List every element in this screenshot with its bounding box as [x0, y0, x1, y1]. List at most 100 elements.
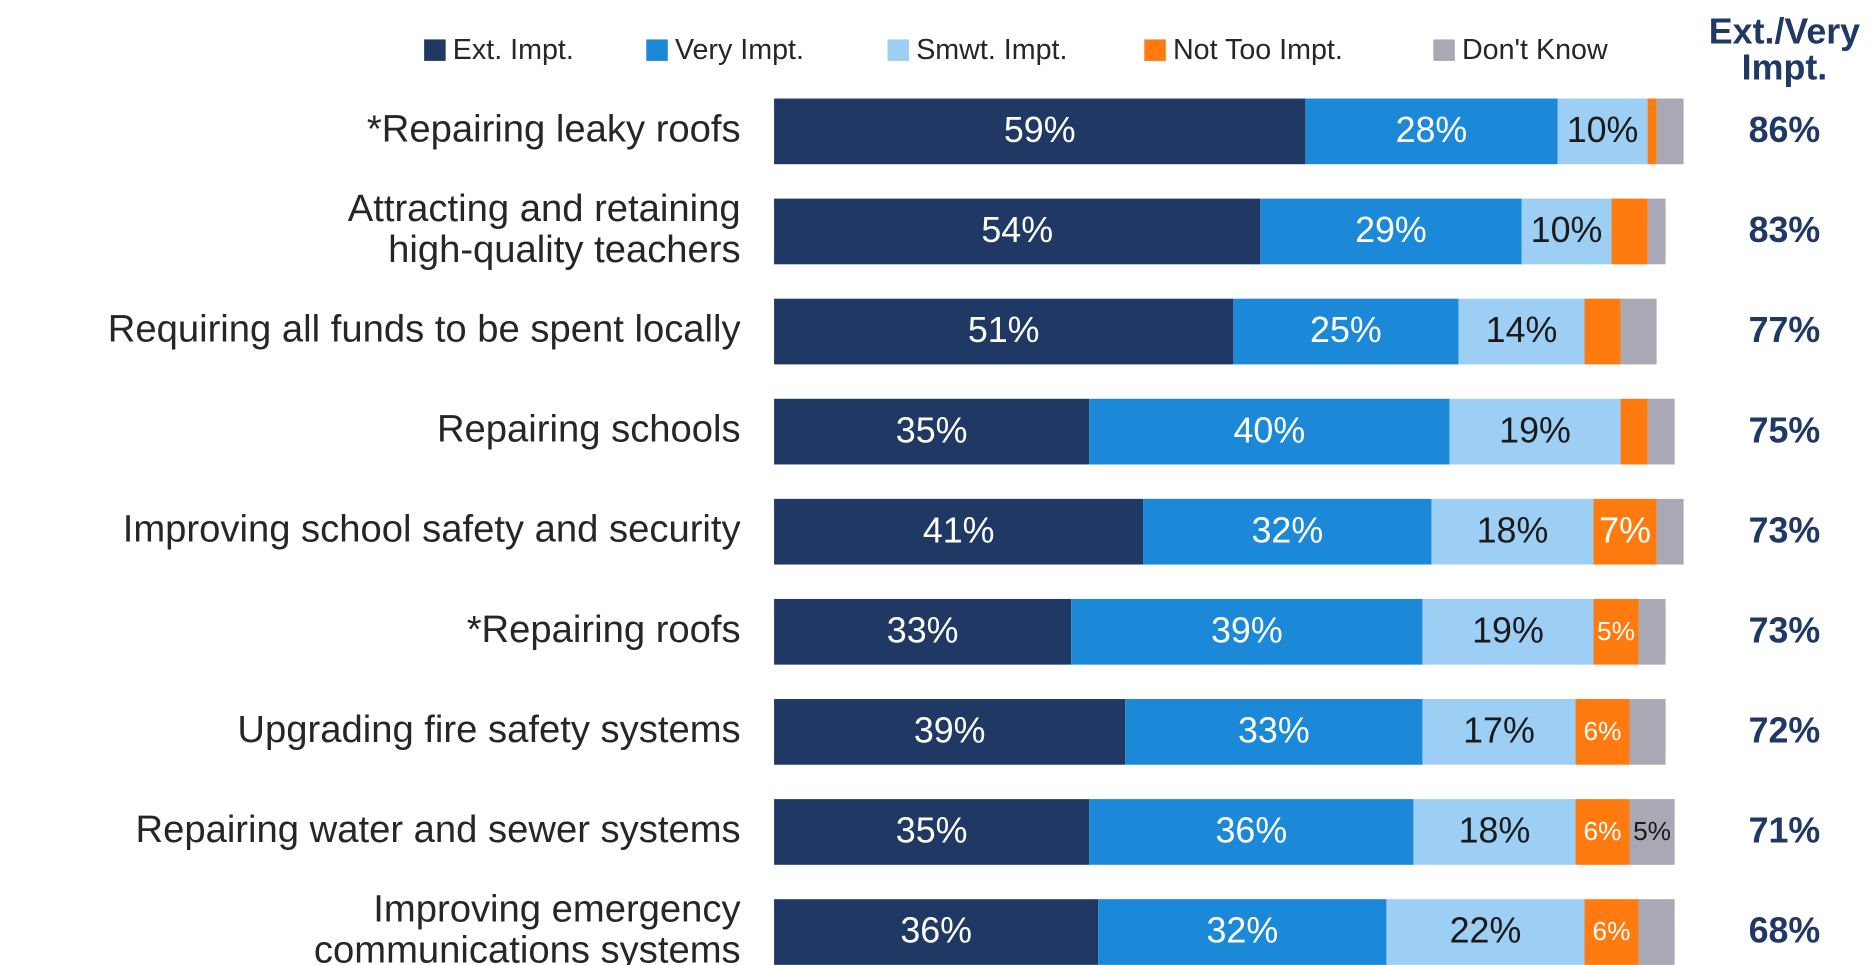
value-label: 33% — [1238, 711, 1310, 751]
bar-segment — [1143, 498, 1432, 565]
bar-segment — [774, 899, 1099, 965]
category-label: *Repairing roofs — [467, 608, 741, 651]
value-label: 35% — [896, 410, 968, 450]
bar-segment — [1656, 498, 1684, 565]
legend-swatch — [424, 39, 446, 61]
bar-segment — [1656, 98, 1684, 165]
category-label: Attracting and retaining high-quality tea… — [348, 187, 741, 271]
total-label: 71% — [1749, 811, 1821, 851]
value-label: 10% — [1567, 110, 1639, 150]
bar-segment — [774, 598, 1072, 665]
bar-segment — [1125, 699, 1423, 765]
bar-segment — [1413, 799, 1576, 865]
value-label: 5% — [1633, 816, 1671, 846]
category-label: Upgrading fire safety systems — [237, 708, 740, 751]
value-label: 36% — [900, 911, 972, 951]
bar-segment — [1611, 198, 1648, 265]
bar-segment — [1593, 598, 1639, 665]
bar-segment — [774, 98, 1306, 165]
bar-segment — [1593, 498, 1657, 565]
value-label: 54% — [981, 210, 1053, 250]
bar-segment — [1647, 98, 1657, 165]
legend-label: Ext. Impt. — [453, 34, 574, 66]
total-label: 72% — [1749, 711, 1821, 751]
bar-segment — [774, 398, 1090, 465]
value-label: 14% — [1486, 310, 1558, 350]
legend-label: Smwt. Impt. — [916, 34, 1067, 66]
legend-swatch — [1144, 39, 1166, 61]
legend-label: Don't Know — [1462, 34, 1608, 66]
bar-segment — [1305, 98, 1558, 165]
value-label: 29% — [1355, 210, 1427, 250]
value-label: 19% — [1472, 610, 1544, 650]
value-label: 6% — [1593, 916, 1631, 946]
value-label: 10% — [1531, 210, 1603, 250]
bar-segment — [1584, 298, 1621, 365]
value-label: 6% — [1584, 716, 1622, 746]
value-label: 28% — [1396, 110, 1468, 150]
total-label: 68% — [1749, 911, 1821, 951]
value-label: 25% — [1310, 310, 1382, 350]
bar-segment — [1260, 198, 1522, 265]
bar-segment — [1458, 298, 1585, 365]
category-label: Repairing water and sewer systems — [135, 808, 740, 851]
value-label: 36% — [1215, 811, 1287, 851]
value-label: 32% — [1206, 911, 1278, 951]
bar-segment — [774, 298, 1234, 365]
total-label: 83% — [1749, 210, 1821, 250]
value-label: 5% — [1597, 616, 1635, 646]
category-label: *Repairing leaky roofs — [367, 107, 741, 150]
bar-segment — [1233, 298, 1459, 365]
legend-swatch — [1433, 39, 1455, 61]
bar-segment — [1098, 899, 1387, 965]
legend-swatch — [887, 39, 910, 61]
value-label: 40% — [1234, 410, 1306, 450]
bar-segment — [1638, 899, 1675, 965]
category-label: Improving school safety and security — [123, 508, 742, 551]
value-label: 39% — [1211, 610, 1283, 650]
legend-label: Very Impt. — [675, 34, 804, 66]
total-label: 77% — [1749, 310, 1821, 350]
total-label: 73% — [1749, 610, 1821, 650]
bar-segment — [1422, 699, 1576, 765]
bar-segment — [1422, 598, 1594, 665]
bar-segment — [774, 799, 1090, 865]
bar-segment — [1620, 398, 1648, 465]
value-label: 6% — [1584, 816, 1622, 846]
bar-segment — [1071, 598, 1423, 665]
bar-segment — [774, 198, 1261, 265]
bar-segment — [1584, 899, 1639, 965]
value-label: 22% — [1450, 911, 1522, 951]
bar-segment — [774, 498, 1144, 565]
category-label: Requiring all funds to be spent locally — [108, 308, 742, 351]
category-label: Improving emergency communications system… — [314, 888, 742, 965]
value-label: 33% — [887, 610, 959, 650]
value-label: 32% — [1252, 510, 1324, 550]
bar-segment — [1449, 398, 1621, 465]
bar-segment — [1638, 598, 1666, 665]
value-label: 35% — [896, 811, 968, 851]
bar-segment — [1575, 699, 1630, 765]
bar-segment — [1575, 799, 1630, 865]
value-label: 17% — [1463, 711, 1535, 751]
total-label: 75% — [1749, 410, 1821, 450]
value-label: 18% — [1477, 510, 1549, 550]
value-label: 39% — [914, 711, 986, 751]
value-label: 18% — [1459, 811, 1531, 851]
total-label: 86% — [1749, 110, 1821, 150]
bar-segment — [1431, 498, 1594, 565]
total-title: Ext./Very Impt. — [1709, 12, 1860, 88]
legend-swatch — [646, 39, 668, 61]
total-label: 73% — [1749, 510, 1821, 550]
category-label: Repairing schools — [437, 408, 741, 451]
legend-label: Not Too Impt. — [1173, 34, 1343, 66]
value-label: 59% — [1004, 110, 1076, 150]
value-label: 19% — [1499, 410, 1571, 450]
bar-segment — [1620, 298, 1657, 365]
bar-segment — [1089, 799, 1414, 865]
bar-segment — [1629, 799, 1675, 865]
bar-segment — [1647, 198, 1666, 265]
bar-segment — [1629, 699, 1666, 765]
